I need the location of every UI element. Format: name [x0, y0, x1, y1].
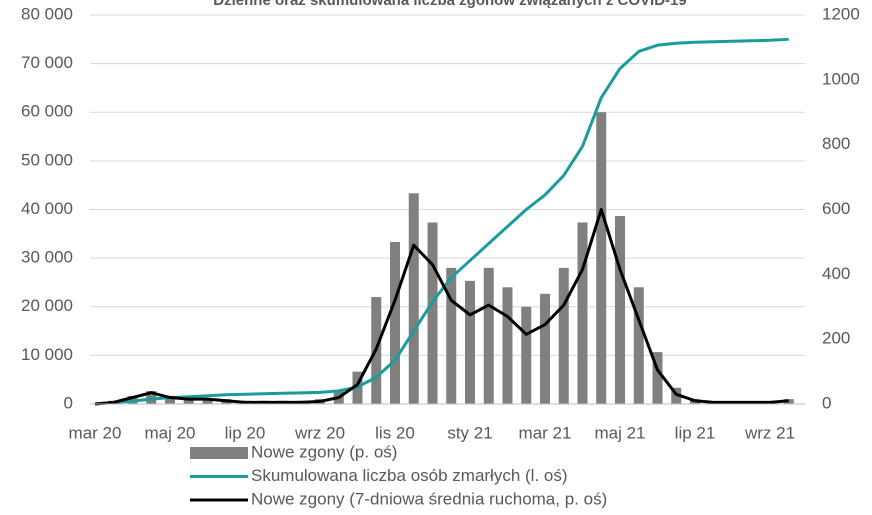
- bar: [202, 399, 213, 404]
- x-tick-label: maj 20: [144, 423, 195, 442]
- y-tick-label: 80 000: [21, 4, 73, 23]
- bar: [183, 397, 194, 404]
- legend-label: Nowe zgony (p. oś): [251, 442, 397, 461]
- y2-tick-label: 0: [822, 393, 831, 412]
- bar: [390, 241, 400, 404]
- x-tick-label: maj 21: [594, 423, 645, 442]
- line: [94, 37, 789, 406]
- bar: [615, 215, 625, 404]
- legend-label: Skumulowana liczba osób zmarłych (l. oś): [251, 466, 568, 485]
- bar: [408, 193, 419, 404]
- y2-tick-label: 400: [822, 264, 850, 283]
- x-tick-label: lip 20: [225, 423, 266, 442]
- bar: [671, 387, 682, 404]
- bar: [521, 306, 532, 404]
- line: [94, 208, 789, 406]
- y-tick-label: 10 000: [21, 345, 73, 364]
- bar: [146, 391, 157, 404]
- bar: [465, 280, 475, 404]
- y2-tick-label: 1200: [822, 4, 860, 23]
- y-tick-label: 20 000: [21, 296, 73, 315]
- bar: [427, 222, 438, 404]
- bar: [577, 222, 588, 404]
- x-tick-label: lis 20: [375, 423, 415, 442]
- y2-tick-label: 600: [822, 199, 850, 218]
- bar: [596, 112, 607, 404]
- x-tick-label: lip 21: [675, 423, 716, 442]
- y-tick-label: 60 000: [21, 102, 73, 121]
- y-tick-label: 40 000: [21, 199, 73, 218]
- chart-title: Dzienne oraz skumulowana liczba zgonów z…: [213, 0, 686, 9]
- y2-tick-label: 1000: [822, 69, 860, 88]
- bar: [483, 267, 494, 404]
- x-tick-label: wrz 21: [744, 423, 795, 442]
- bar: [558, 267, 569, 404]
- y2-tick-label: 800: [822, 134, 850, 153]
- y-tick-label: 30 000: [21, 248, 73, 267]
- x-tick-label: mar 20: [69, 423, 122, 442]
- bar: [652, 352, 663, 404]
- bar: [165, 395, 175, 404]
- y-tick-label: 0: [64, 393, 73, 412]
- x-tick-label: sty 21: [447, 423, 492, 442]
- legend-label: Nowe zgony (7-dniowa średnia ruchoma, p.…: [251, 489, 607, 508]
- y-tick-label: 70 000: [21, 53, 73, 72]
- legend-marker: [190, 447, 248, 459]
- x-tick-label: mar 21: [519, 423, 572, 442]
- x-tick-label: wrz 20: [294, 423, 345, 442]
- bar: [540, 293, 550, 404]
- y-tick-label: 50 000: [21, 150, 73, 169]
- bar: [502, 287, 513, 404]
- y2-tick-label: 200: [822, 329, 850, 348]
- bar: [446, 267, 457, 404]
- bar: [633, 287, 644, 404]
